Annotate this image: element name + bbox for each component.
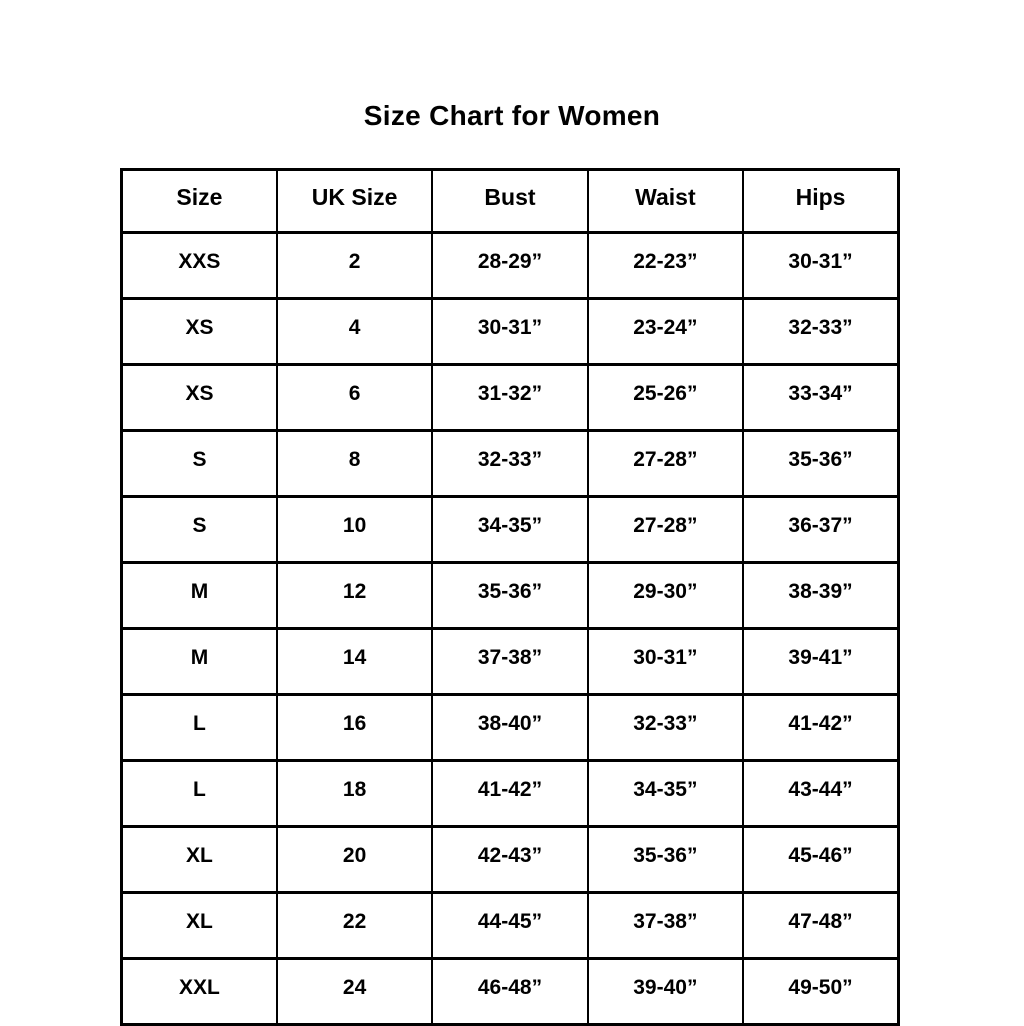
- cell-size: XS: [120, 297, 278, 366]
- cell-uk-size: 6: [275, 363, 434, 432]
- header-row: Size UK Size Bust Waist Hips: [120, 168, 900, 234]
- cell-waist: 27-28”: [586, 429, 745, 498]
- cell-bust: 44-45”: [431, 891, 589, 960]
- cell-size: S: [120, 429, 278, 498]
- table-row: XL 22 44-45” 37-38” 47-48”: [120, 891, 900, 960]
- cell-hips: 35-36”: [742, 429, 900, 498]
- cell-bust: 46-48”: [431, 957, 589, 1026]
- size-chart-table: Size UK Size Bust Waist Hips XXS 2 28-29” 22-23…: [120, 168, 900, 1026]
- table-row: M 14 37-38” 30-31” 39-41”: [120, 627, 900, 696]
- cell-bust: 37-38”: [431, 627, 589, 696]
- cell-size: XXL: [120, 957, 278, 1026]
- cell-bust: 28-29”: [431, 231, 589, 300]
- cell-waist: 29-30”: [586, 561, 745, 630]
- cell-waist: 39-40”: [586, 957, 745, 1026]
- table-row: XXL 24 46-48” 39-40” 49-50”: [120, 957, 900, 1026]
- cell-size: XL: [120, 891, 278, 960]
- table-row: S 8 32-33” 27-28” 35-36”: [120, 429, 900, 498]
- cell-size: L: [120, 693, 278, 762]
- cell-waist: 30-31”: [586, 627, 745, 696]
- cell-bust: 38-40”: [431, 693, 589, 762]
- cell-hips: 43-44”: [742, 759, 900, 828]
- cell-waist: 37-38”: [586, 891, 745, 960]
- table-header: Size UK Size Bust Waist Hips: [120, 168, 900, 234]
- cell-waist: 34-35”: [586, 759, 745, 828]
- cell-size: S: [120, 495, 278, 564]
- table-row: XL 20 42-43” 35-36” 45-46”: [120, 825, 900, 894]
- cell-bust: 35-36”: [431, 561, 589, 630]
- column-header-waist: Waist: [586, 168, 745, 234]
- cell-uk-size: 4: [275, 297, 434, 366]
- table-row: XS 4 30-31” 23-24” 32-33”: [120, 297, 900, 366]
- cell-hips: 36-37”: [742, 495, 900, 564]
- table-row: L 18 41-42” 34-35” 43-44”: [120, 759, 900, 828]
- page-title: Size Chart for Women: [363, 100, 661, 131]
- cell-hips: 32-33”: [742, 297, 900, 366]
- cell-size: L: [120, 759, 278, 828]
- cell-uk-size: 18: [275, 759, 434, 828]
- cell-waist: 32-33”: [586, 693, 745, 762]
- cell-hips: 47-48”: [742, 891, 900, 960]
- size-chart-container: Size UK Size Bust Waist Hips XXS 2 28-29” 22-23…: [120, 168, 900, 1026]
- cell-waist: 23-24”: [586, 297, 745, 366]
- cell-uk-size: 14: [275, 627, 434, 696]
- cell-bust: 30-31”: [431, 297, 589, 366]
- cell-bust: 41-42”: [431, 759, 589, 828]
- cell-size: XL: [120, 825, 278, 894]
- cell-waist: 35-36”: [586, 825, 745, 894]
- cell-bust: 34-35”: [431, 495, 589, 564]
- cell-waist: 22-23”: [586, 231, 745, 300]
- cell-uk-size: 22: [275, 891, 434, 960]
- cell-hips: 38-39”: [742, 561, 900, 630]
- table-row: XXS 2 28-29” 22-23” 30-31”: [120, 231, 900, 300]
- table-body: XXS 2 28-29” 22-23” 30-31” XS 4 30-31” 23-24” 32-…: [120, 231, 900, 1026]
- cell-hips: 45-46”: [742, 825, 900, 894]
- cell-waist: 27-28”: [586, 495, 745, 564]
- cell-size: M: [120, 561, 278, 630]
- table-row: M 12 35-36” 29-30” 38-39”: [120, 561, 900, 630]
- cell-uk-size: 8: [275, 429, 434, 498]
- cell-size: XS: [120, 363, 278, 432]
- cell-waist: 25-26”: [586, 363, 745, 432]
- column-header-size: Size: [120, 168, 278, 234]
- table-row: L 16 38-40” 32-33” 41-42”: [120, 693, 900, 762]
- table-row: S 10 34-35” 27-28” 36-37”: [120, 495, 900, 564]
- cell-size: M: [120, 627, 278, 696]
- cell-hips: 49-50”: [742, 957, 900, 1026]
- cell-hips: 33-34”: [742, 363, 900, 432]
- column-header-bust: Bust: [431, 168, 589, 234]
- cell-uk-size: 12: [275, 561, 434, 630]
- cell-bust: 31-32”: [431, 363, 589, 432]
- cell-hips: 41-42”: [742, 693, 900, 762]
- cell-uk-size: 2: [275, 231, 434, 300]
- cell-uk-size: 24: [275, 957, 434, 1026]
- cell-hips: 30-31”: [742, 231, 900, 300]
- column-header-hips: Hips: [742, 168, 900, 234]
- table-row: XS 6 31-32” 25-26” 33-34”: [120, 363, 900, 432]
- cell-size: XXS: [120, 231, 278, 300]
- cell-uk-size: 20: [275, 825, 434, 894]
- cell-uk-size: 10: [275, 495, 434, 564]
- column-header-uk-size: UK Size: [275, 168, 434, 234]
- cell-bust: 32-33”: [431, 429, 589, 498]
- cell-hips: 39-41”: [742, 627, 900, 696]
- cell-bust: 42-43”: [431, 825, 589, 894]
- cell-uk-size: 16: [275, 693, 434, 762]
